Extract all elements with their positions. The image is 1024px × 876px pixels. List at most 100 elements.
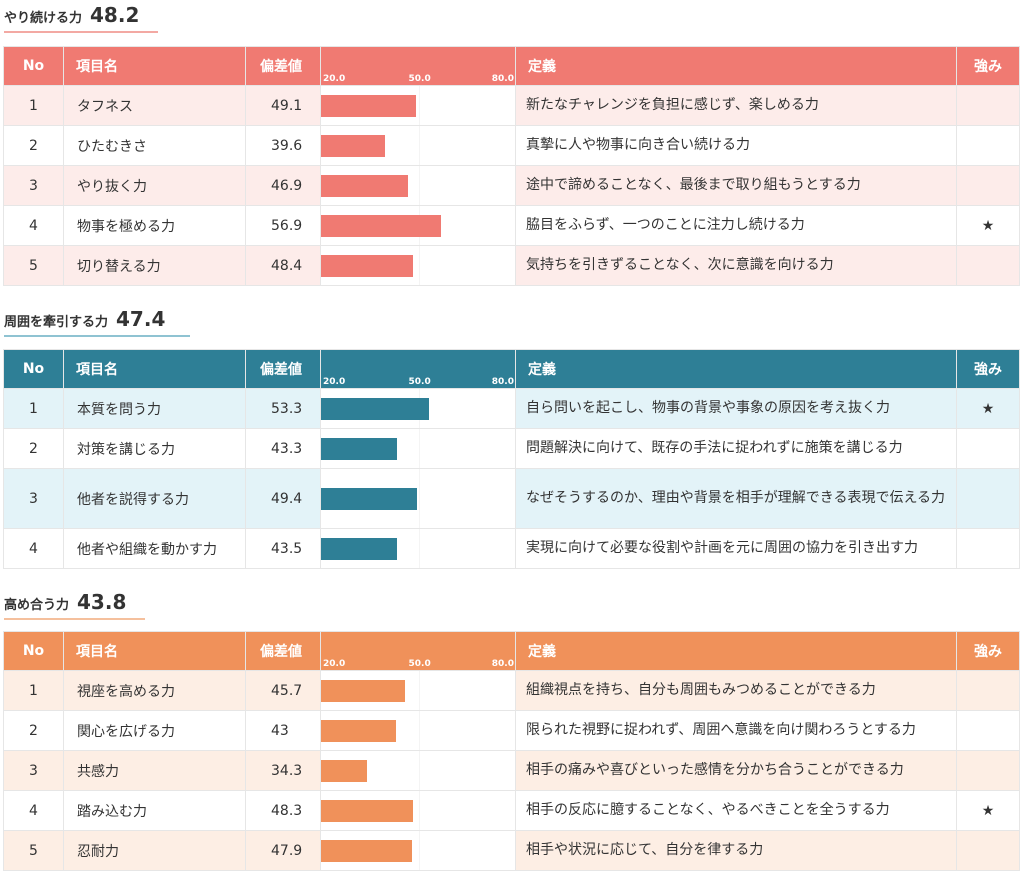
row-score: 49.4 <box>245 468 321 529</box>
row-item-name: 視座を高める力 <box>63 670 246 711</box>
row-score: 43.3 <box>245 428 321 469</box>
row-strength-star: ★ <box>956 205 1020 246</box>
row-chart-cell <box>320 245 516 286</box>
table-row: 3 やり抜く力 46.9 途中で諦めることなく、最後まで取り組もうとする力 <box>3 165 1020 206</box>
row-score: 49.1 <box>245 85 321 126</box>
row-number: 3 <box>3 468 64 529</box>
row-definition: 気持ちを引きずることなく、次に意識を向ける力 <box>515 245 957 286</box>
score-bar <box>321 487 417 510</box>
scale-tick-label: 20.0 <box>323 377 346 387</box>
header-scale: 20.0 50.0 80.0 <box>320 46 516 86</box>
midline <box>418 831 420 870</box>
row-number: 1 <box>3 670 64 711</box>
row-score: 53.3 <box>245 388 321 429</box>
row-definition: なぜそうするのか、理由や背景を相手が理解できる表現で伝える力 <box>515 468 957 529</box>
row-score: 48.4 <box>245 245 321 286</box>
row-item-name: 他者や組織を動かす力 <box>63 528 246 569</box>
table-row: 3 他者を説得する力 49.4 なぜそうするのか、理由や背景を相手が理解できる表現で伝… <box>3 468 1020 529</box>
header-name: 項目名 <box>63 631 246 671</box>
table-row: 1 タフネス 49.1 新たなチャレンジを負担に感じず、楽しめる力 <box>3 85 1020 126</box>
table-row: 4 踏み込む力 48.3 相手の反応に臆することなく、やるべきことを全うする力 ★ <box>3 790 1020 831</box>
row-score: 34.3 <box>245 750 321 791</box>
table-row: 2 対策を講じる力 43.3 問題解決に向けて、既存の手法に捉われずに施策を講じる力 <box>3 428 1020 469</box>
row-chart-cell <box>320 670 516 711</box>
header-definition: 定義 <box>515 349 957 389</box>
section-title: 周囲を牽引する力 <box>4 315 109 330</box>
row-strength-star <box>956 85 1020 126</box>
header-strength: 強み <box>956 349 1020 389</box>
row-number: 2 <box>3 710 64 751</box>
row-strength-star <box>956 710 1020 751</box>
row-definition: 脇目をふらず、一つのことに注力し続ける力 <box>515 205 957 246</box>
score-bar <box>321 679 405 702</box>
section-score: 47.4 <box>116 307 166 331</box>
table-header-row: No 項目名 偏差値 20.0 50.0 80.0 定義 強み <box>3 349 1020 389</box>
row-definition: 途中で諦めることなく、最後まで取り組もうとする力 <box>515 165 957 206</box>
row-chart-cell <box>320 750 516 791</box>
scale-tick-label: 50.0 <box>408 74 431 84</box>
table-row: 2 関心を広げる力 43 限られた視野に捉われず、周囲へ意識を向け関わろうとする力 <box>3 710 1020 751</box>
score-bar <box>321 174 409 197</box>
row-item-name: 対策を講じる力 <box>63 428 246 469</box>
competency-table: No 項目名 偏差値 20.0 50.0 80.0 定義 強み 1 タフネス 49.1 新たなチャレン… <box>3 46 1020 286</box>
section-heading: 高め合う力 43.8 <box>4 590 145 620</box>
header-definition: 定義 <box>515 46 957 86</box>
row-number: 3 <box>3 165 64 206</box>
score-bar <box>321 537 398 560</box>
score-bar <box>321 799 413 822</box>
scale-tick-label: 50.0 <box>408 377 431 387</box>
row-definition: 問題解決に向けて、既存の手法に捉われずに施策を講じる力 <box>515 428 957 469</box>
row-definition: 限られた視野に捉われず、周囲へ意識を向け関わろうとする力 <box>515 710 957 751</box>
row-score: 46.9 <box>245 165 321 206</box>
row-item-name: 物事を極める力 <box>63 205 246 246</box>
row-item-name: 忍耐力 <box>63 830 246 871</box>
row-score: 43 <box>245 710 321 751</box>
row-strength-star: ★ <box>956 790 1020 831</box>
midline <box>418 166 420 205</box>
row-strength-star <box>956 528 1020 569</box>
row-definition: 新たなチャレンジを負担に感じず、楽しめる力 <box>515 85 957 126</box>
row-item-name: やり抜く力 <box>63 165 246 206</box>
midline <box>418 791 420 830</box>
row-number: 2 <box>3 428 64 469</box>
table-row: 5 切り替える力 48.4 気持ちを引きずることなく、次に意識を向ける力 <box>3 245 1020 286</box>
header-score: 偏差値 <box>245 631 321 671</box>
score-bar <box>321 94 416 117</box>
row-chart-cell <box>320 165 516 206</box>
scale-tick-label: 20.0 <box>323 659 346 669</box>
scale-tick-label: 80.0 <box>491 377 514 387</box>
midline <box>418 429 420 468</box>
scale-tick-label: 80.0 <box>491 74 514 84</box>
header-score: 偏差値 <box>245 349 321 389</box>
row-chart-cell <box>320 125 516 166</box>
row-number: 1 <box>3 388 64 429</box>
section-score: 48.2 <box>90 3 140 27</box>
row-score: 56.9 <box>245 205 321 246</box>
row-definition: 組織視点を持ち、自分も周囲もみつめることができる力 <box>515 670 957 711</box>
row-number: 4 <box>3 205 64 246</box>
midline <box>418 671 420 710</box>
row-item-name: 踏み込む力 <box>63 790 246 831</box>
header-strength: 強み <box>956 631 1020 671</box>
row-item-name: ひたむきさ <box>63 125 246 166</box>
row-number: 5 <box>3 830 64 871</box>
section-score: 43.8 <box>77 590 127 614</box>
section-heading: 周囲を牽引する力 47.4 <box>4 307 190 337</box>
midline <box>418 126 420 165</box>
section-title: 高め合う力 <box>4 598 70 613</box>
score-bar <box>321 254 414 277</box>
row-number: 4 <box>3 528 64 569</box>
scale-tick-label: 20.0 <box>323 74 346 84</box>
table-header-row: No 項目名 偏差値 20.0 50.0 80.0 定義 強み <box>3 631 1020 671</box>
row-definition: 実現に向けて必要な役割や計画を元に周囲の協力を引き出す力 <box>515 528 957 569</box>
row-chart-cell <box>320 830 516 871</box>
row-definition: 真摯に人や物事に向き合い続ける力 <box>515 125 957 166</box>
midline <box>418 751 420 790</box>
row-item-name: 他者を説得する力 <box>63 468 246 529</box>
section-title: やり続ける力 <box>4 11 83 26</box>
header-no: No <box>3 631 64 671</box>
score-bar <box>321 437 397 460</box>
header-score: 偏差値 <box>245 46 321 86</box>
header-name: 項目名 <box>63 349 246 389</box>
row-definition: 相手や状況に応じて、自分を律する力 <box>515 830 957 871</box>
